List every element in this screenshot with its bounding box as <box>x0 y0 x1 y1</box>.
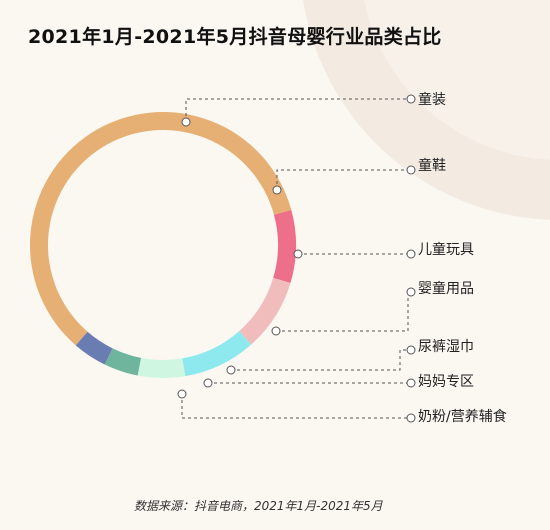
slice-marker-4 <box>271 326 281 336</box>
label-marker-2 <box>406 165 416 175</box>
label-marker-4 <box>406 287 416 297</box>
slice-marker-2 <box>272 185 282 195</box>
label-marker-6 <box>406 378 416 388</box>
donut-slice-5 <box>137 357 186 378</box>
slice-marker-6 <box>203 378 213 388</box>
donut-slice-7 <box>75 331 113 365</box>
leader-line-2 <box>276 169 411 190</box>
slice-marker-5 <box>226 365 236 375</box>
category-label-2: 童鞋 <box>418 158 446 174</box>
label-marker-3 <box>406 249 416 259</box>
category-label-3: 儿童玩具 <box>418 242 474 258</box>
category-label-4: 婴童用品 <box>418 281 474 297</box>
category-label-6: 妈妈专区 <box>418 374 474 390</box>
label-marker-1 <box>406 94 416 104</box>
donut-slice-6 <box>104 348 142 376</box>
category-label-5: 尿裤湿巾 <box>418 339 474 355</box>
label-marker-5 <box>406 345 416 355</box>
leader-line-7 <box>181 394 411 419</box>
label-marker-7 <box>406 413 416 423</box>
slice-marker-1 <box>181 117 191 127</box>
leader-line-5 <box>231 349 411 371</box>
donut-slice-3 <box>239 277 291 345</box>
donut-slice-2 <box>273 210 296 284</box>
category-label-1: 童装 <box>418 92 446 108</box>
category-label-7: 奶粉/营养辅食 <box>418 409 507 425</box>
leader-line-1 <box>185 98 411 122</box>
donut-slice-4 <box>182 331 252 377</box>
source-note: 数据来源：抖音电商，2021年1月-2021年5月 <box>134 499 383 513</box>
slice-marker-7 <box>177 389 187 399</box>
donut-slice-1 <box>30 112 292 346</box>
chart-title: 2021年1月-2021年5月抖音母婴行业品类占比 <box>28 26 442 48</box>
leader-line-4 <box>276 291 411 332</box>
slice-marker-3 <box>293 249 303 259</box>
